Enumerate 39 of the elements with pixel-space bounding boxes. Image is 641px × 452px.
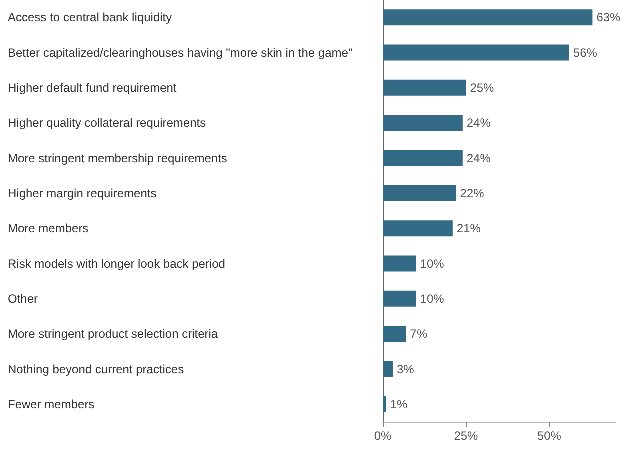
data-label: 10% [420,292,445,306]
bar [383,220,453,237]
data-label: 10% [420,256,445,271]
data-label: 21% [456,222,482,236]
data-label: 24% [466,151,492,166]
bar [383,115,463,132]
bar [383,256,416,272]
bar [383,10,593,26]
bar [383,396,386,412]
y-tick-label: Better capitalized/clearinghouses having "more skin in the game" [8,46,353,60]
x-tick-label: 50% [537,429,562,443]
bar [383,361,393,378]
y-tick-label: Access to central bank liquidity [8,10,172,25]
bar [383,150,463,166]
y-tick-label: Fewer members [8,397,95,412]
y-tick-label: More members [8,222,89,236]
y-tick-label: Risk models with longer look back period [8,256,226,271]
data-label: 7% [410,327,428,342]
bar [383,326,406,342]
bar [383,290,416,307]
y-tick-label: More stringent membership requirements [8,151,228,166]
x-tick-label: 0% [374,429,392,443]
data-label: 25% [470,80,495,95]
data-label: 24% [466,116,492,130]
data-label: 22% [460,186,485,200]
data-label: 63% [596,10,622,25]
bar [383,44,570,61]
y-tick-label: Higher quality collateral requirements [8,116,206,130]
bar [383,185,456,202]
data-label: 3% [396,362,415,376]
y-tick-label: Higher default fund requirement [8,80,178,95]
bar [383,80,466,96]
y-tick-label: Higher margin requirements [8,186,157,200]
data-label: 56% [573,46,598,60]
x-tick-label: 25% [454,429,479,443]
y-tick-label: Other [8,292,38,306]
y-tick-label: Nothing beyond current practices [8,362,184,376]
data-label: 1% [390,397,408,412]
y-tick-label: More stringent product selection criteria [8,327,218,342]
